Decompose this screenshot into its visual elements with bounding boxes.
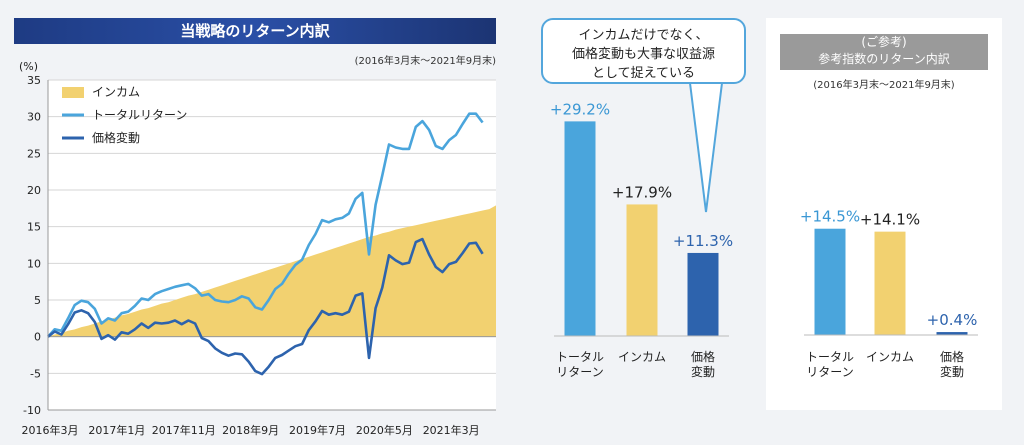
x-tick-label: 2017年1月 (88, 423, 145, 437)
callout-line-2: 価格変動も大事な収益源 (571, 47, 715, 62)
bar-category-label: 価格 (940, 349, 964, 364)
y-tick-label: 35 (27, 74, 41, 87)
bar-category-label: トータル (556, 350, 604, 364)
y-tick-label: 10 (27, 257, 41, 270)
y-tick-label: 25 (27, 147, 41, 160)
bar-value-label: +14.5% (800, 208, 860, 226)
bar-value-label: +11.3% (673, 232, 733, 250)
bar-value-label: +17.9% (612, 183, 672, 201)
y-tick-label: 0 (34, 331, 41, 344)
y-axis-unit: (%) (19, 60, 38, 73)
reference-header: (ご参考) 参考指数のリターン内訳 (780, 34, 988, 70)
callout-line-1: インカムだけでなく、 (578, 28, 709, 43)
callout-bubble: インカムだけでなく、 価格変動も大事な収益源 として捉えている (541, 18, 746, 84)
reference-header-line-1: (ご参考) (861, 35, 907, 49)
bar-category-label: 変動 (691, 364, 715, 379)
series-total-return-line (47, 112, 484, 338)
bar-price-change (687, 252, 719, 336)
bar-total-return (814, 228, 846, 335)
chart-period: (2016年3月末～2021年9月末) (354, 56, 496, 67)
bar-category-label: 価格 (691, 349, 715, 364)
bar-category-label: インカム (866, 350, 914, 364)
bar-value-label: +14.1% (860, 211, 920, 229)
y-tick-label: 20 (27, 184, 41, 197)
y-tick-label: 5 (34, 294, 41, 307)
reference-panel (766, 18, 1002, 410)
x-tick-label: 2016年3月 (22, 423, 79, 437)
bar-category-label: インカム (618, 350, 666, 364)
x-tick-label: 2018年9月 (222, 423, 279, 437)
x-tick-label: 2020年5月 (356, 423, 413, 437)
bar-category-label: リターン (556, 365, 603, 379)
reference-header-line-2: 参考指数のリターン内訳 (818, 52, 950, 66)
bar-category-label: 変動 (940, 364, 964, 379)
callout-line-3: として捉えている (592, 66, 695, 81)
y-tick-label: -5 (30, 367, 41, 380)
x-tick-label: 2019年7月 (289, 423, 346, 437)
legend-swatch-income (62, 87, 84, 98)
legend-label: 価格変動 (92, 130, 140, 145)
legend-label: インカム (92, 85, 140, 99)
bar-income (874, 231, 906, 335)
legend-label: トータルリターン (92, 108, 187, 122)
y-tick-label: 30 (27, 111, 41, 124)
bar-total-return (564, 121, 596, 336)
bar-income (626, 204, 658, 336)
bar-category-label: トータル (806, 350, 854, 364)
y-tick-label: -10 (23, 404, 41, 417)
bar-category-label: リターン (806, 365, 853, 379)
x-tick-label: 2017年11月 (152, 423, 216, 437)
x-tick-label: 2021年3月 (423, 423, 480, 437)
series-income-area (48, 205, 496, 337)
y-tick-label: 15 (27, 221, 41, 234)
reference-period: (2016年3月末～2021年9月末) (813, 80, 955, 91)
bar-value-label: +29.2% (550, 100, 610, 118)
series-price-change-line (47, 237, 484, 376)
bar-value-label: +0.4% (927, 311, 978, 329)
bar-price-change (936, 332, 968, 335)
chart-title: 当戦略のリターン内訳 (14, 18, 496, 44)
